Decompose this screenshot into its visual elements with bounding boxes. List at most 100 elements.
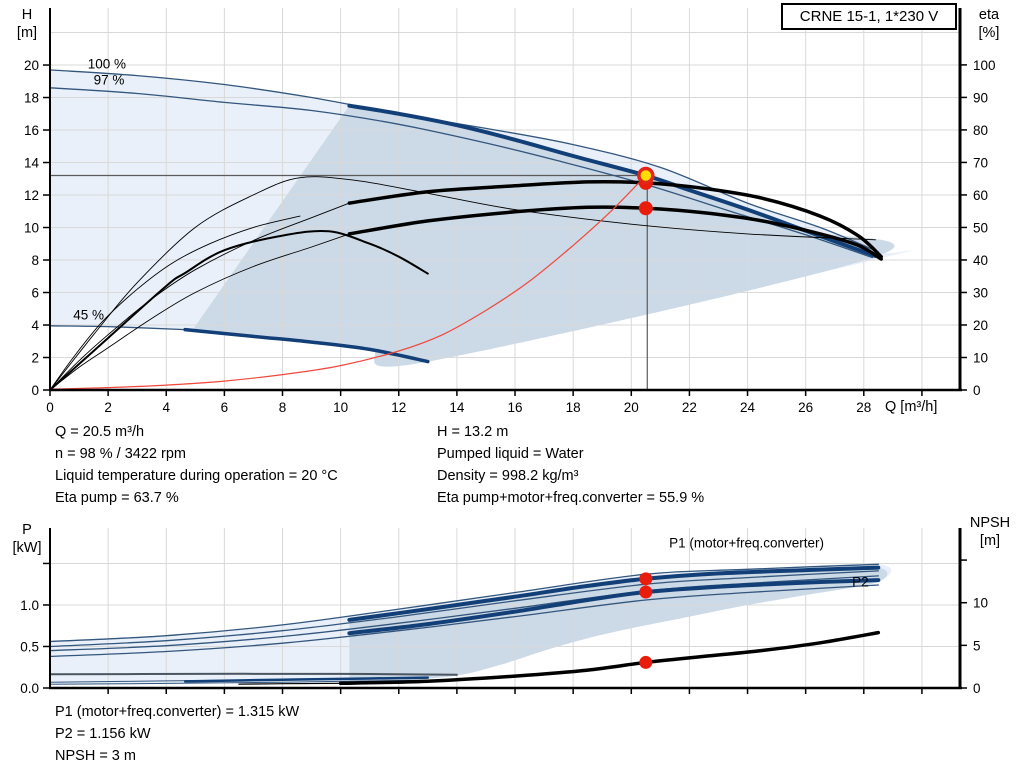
left-tick-label: 12 [24, 188, 39, 203]
q-axis-label: Q [m³/h] [885, 399, 938, 415]
x-tick-label: 8 [279, 400, 287, 415]
chart-qh-eta: 100 %97 %45 %0 2 4 6 8 10 12 14 16 18 20 22 24 26 2802… [24, 8, 996, 415]
series-qh-98-highlight [347, 103, 878, 258]
left-tick-label: 16 [24, 123, 39, 138]
series-qh-min-highlight [183, 327, 430, 364]
annotation: 100 % [88, 56, 126, 71]
left-tick-label: 6 [31, 286, 39, 301]
info-temperature: Liquid temperature during operation = 20… [55, 468, 338, 484]
series-eta-pump-highlight [347, 179, 883, 259]
x-tick-label: 24 [740, 400, 756, 415]
series-qh-97 [49, 87, 874, 259]
info-q: Q = 20.5 m³/h [55, 424, 145, 440]
dot-p2-point [639, 585, 653, 599]
x-tick-label: 14 [449, 400, 465, 415]
footer-block: P1 (motor+freq.converter) = 1.315 kW P2 … [55, 701, 299, 767]
bottom-right-axis-label: NPSH [m] [958, 514, 1022, 550]
x-tick-label: 28 [856, 400, 871, 415]
left-tick-label: 14 [24, 156, 40, 171]
annotation: 97 % [94, 73, 125, 88]
footer-npsh: NPSH = 3 m [55, 748, 136, 764]
eta-axis-symbol: eta [978, 7, 1000, 23]
series-npsh-curve [338, 630, 881, 686]
info-head: H = 13.2 m [437, 424, 509, 440]
top-left-axis-label: H [m] [6, 6, 48, 42]
npsh-axis-unit: [m] [979, 533, 1001, 549]
series-qh-100 [49, 69, 879, 253]
left-tick-label: 8 [31, 253, 39, 268]
x-tick-label: 26 [798, 400, 813, 415]
x-tick-label: 10 [333, 400, 348, 415]
annotation: 45 % [73, 307, 104, 322]
series-p1-97 [49, 570, 879, 648]
x-tick-label: 2 [104, 400, 112, 415]
chart-power-npsh: P1 (motor+freq.converter) P2 0.0 0.5 1.0 0 5 10 [20, 528, 988, 696]
series-eta-reduced-speed [49, 229, 429, 391]
annotation: P2 [852, 575, 869, 590]
eta-axis-unit: [%] [978, 25, 1000, 41]
series-npsh-lead [238, 682, 342, 685]
info-eta-pump: Eta pump = 63.7 % [55, 490, 179, 506]
footer-p2: P2 = 1.156 kW [55, 726, 151, 742]
dot-p1-point [639, 572, 653, 586]
npsh-axis-symbol: NPSH [969, 515, 1011, 531]
h-axis-symbol: H [21, 7, 33, 23]
top-right-axis-label: eta [%] [963, 6, 1015, 42]
x-tick-label: 16 [508, 400, 523, 415]
left-tick-label: 0 [31, 383, 39, 398]
series-qh-min-thin [49, 325, 186, 331]
right-tick-label: 0 [973, 681, 981, 696]
series-eta-100-thin [49, 176, 876, 391]
x-tick-label: 4 [162, 400, 170, 415]
left-tick-label: 1.0 [20, 598, 39, 613]
x-tick-label: 18 [566, 400, 581, 415]
info-density: Density = 998.2 kg/m³ [437, 468, 579, 484]
footer-p1: P1 (motor+freq.converter) = 1.315 kW [55, 704, 300, 720]
series-eta-fan-thin [49, 215, 301, 391]
region-duty-envelope [192, 104, 895, 367]
right-tick-label: 20 [973, 318, 988, 333]
left-tick-label: 4 [31, 318, 39, 333]
info-speed: n = 98 % / 3422 rpm [55, 446, 186, 462]
bottom-left-axis-label: P [kW] [6, 521, 48, 557]
x-tick-label: 6 [221, 400, 229, 415]
annotation: P1 (motor+freq.converter) [669, 536, 824, 551]
left-tick-label: 0.5 [20, 639, 39, 654]
pump-title-box: CRNE 15-1, 1*230 V [781, 3, 957, 30]
region-power-envelope-duty [349, 567, 888, 683]
right-tick-label: 10 [973, 596, 988, 611]
series-p2-97 [49, 584, 879, 658]
series-system-curve [49, 174, 647, 390]
p-axis-symbol: P [22, 522, 32, 538]
series-p-low-highlight [183, 676, 430, 683]
right-tick-label: 80 [973, 123, 988, 138]
dot-operating-point [637, 166, 655, 185]
series-p2-98-highlight [347, 578, 881, 636]
left-tick-label: 20 [24, 58, 39, 73]
right-tick-label: 50 [973, 220, 988, 235]
info-liquid: Pumped liquid = Water [437, 446, 584, 462]
p-axis-unit: [kW] [12, 540, 42, 556]
series-p1-100 [49, 563, 879, 643]
right-tick-label: 30 [973, 285, 988, 300]
right-tick-label: 0 [973, 383, 981, 398]
info-block-left: Q = 20.5 m³/h n = 98 % / 3422 rpm Liquid… [55, 421, 338, 509]
series-eta-total-lead [49, 233, 350, 391]
info-block-right: H = 13.2 m Pumped liquid = Water Density… [437, 421, 704, 509]
series-p-min-speed [49, 672, 458, 676]
right-tick-label: 10 [973, 350, 988, 365]
series-eta-pump-lead [49, 202, 350, 391]
right-tick-label: 100 [973, 58, 996, 73]
x-tick-label: 22 [682, 400, 697, 415]
series-p1-98-highlight [347, 565, 881, 622]
right-tick-label: 70 [973, 155, 988, 170]
info-eta-total: Eta pump+motor+freq.converter = 55.9 % [437, 490, 705, 506]
x-tick-label: 20 [624, 400, 639, 415]
right-tick-label: 60 [973, 188, 988, 203]
left-tick-label: 10 [24, 221, 39, 236]
left-tick-label: 18 [24, 91, 39, 106]
right-tick-label: 90 [973, 90, 988, 105]
left-tick-label: 2 [31, 351, 39, 366]
